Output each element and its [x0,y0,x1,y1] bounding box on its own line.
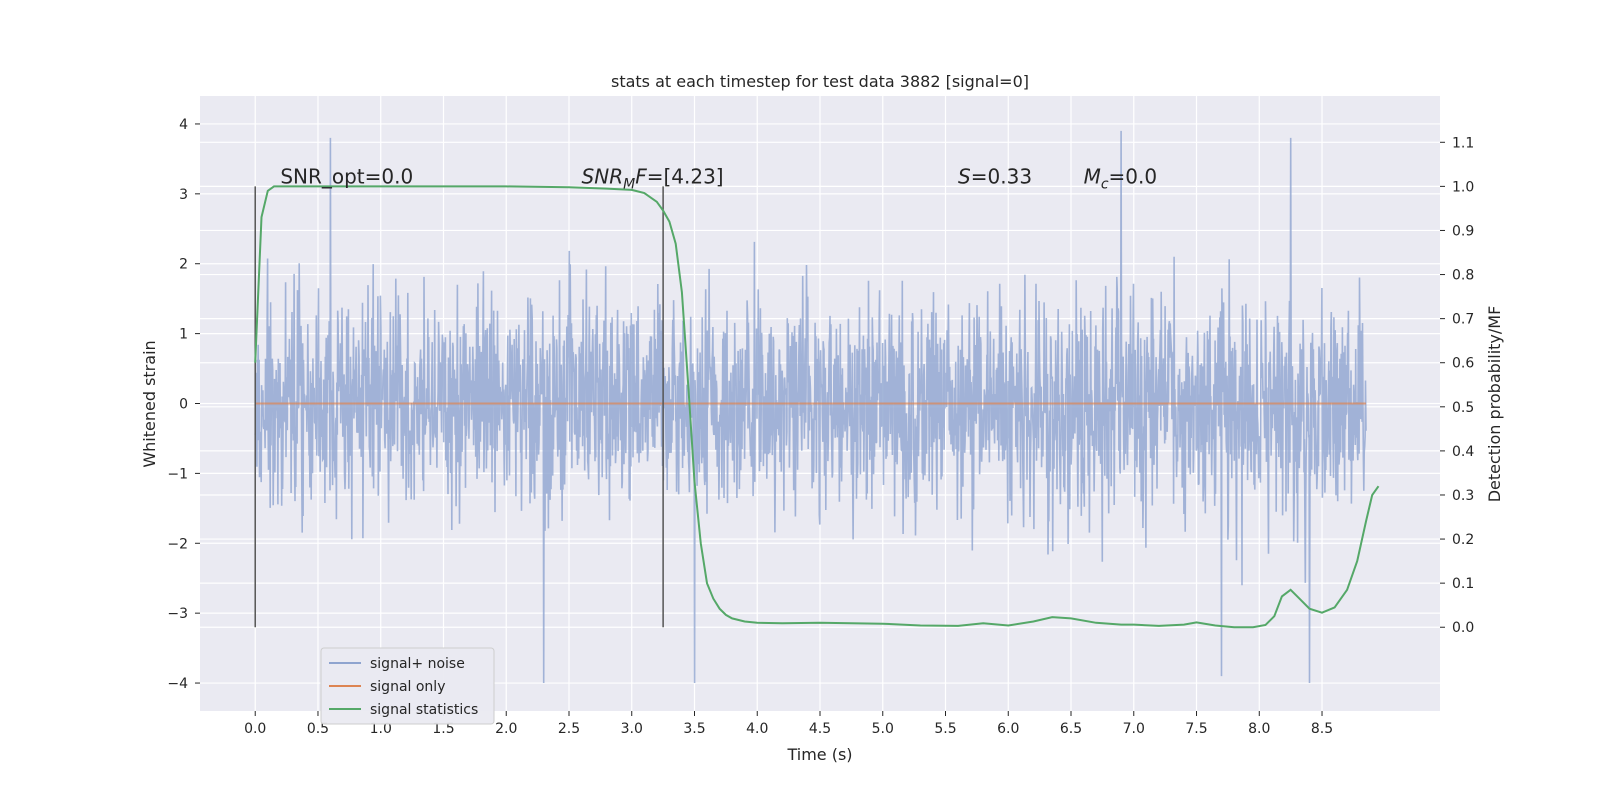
y2-tick-label: 1.1 [1452,135,1474,151]
y2-tick-label: 0.3 [1452,488,1474,504]
x-tick-label: 4.0 [746,721,768,737]
y2-tick-label: 0.8 [1452,268,1474,284]
y-tick-label: 3 [179,187,188,203]
annotation-text: SNRMF=[4.23] [582,164,724,192]
series-signal-statistics-line [254,185,1380,629]
x-tick-label: 1.0 [370,721,392,737]
y2-tick-label: 0.0 [1452,620,1474,636]
x-tick-label: 2.5 [558,721,580,737]
x-tick-label: 3.5 [683,721,705,737]
y2-tick-label: 0.2 [1452,532,1474,548]
y2-tick-label: 0.7 [1452,312,1474,328]
y-axis-label: Whitened strain [140,340,159,467]
x-tick-label: 7.0 [1123,721,1145,737]
legend-entry-signal-only: signal only [370,679,445,695]
x-tick-label: 8.0 [1248,721,1270,737]
y2-tick-label: 1.0 [1452,179,1474,195]
y2-tick-label: 0.6 [1452,356,1474,372]
x-tick-label: 6.0 [997,721,1019,737]
x-tick-label: 7.5 [1185,721,1207,737]
x-tick-label: 0.5 [307,721,329,737]
x-tick-label: 5.0 [872,721,894,737]
x-tick-label: 5.5 [934,721,956,737]
x-tick-label: 2.0 [495,721,517,737]
y2-tick-label: 0.9 [1452,223,1474,239]
y2-tick-label: 0.1 [1452,576,1474,592]
annotation-text: SNR_opt=0.0 [280,164,413,188]
annotation-text: Mc=0.0 [1084,164,1158,192]
y2-tick-label: 0.5 [1452,400,1474,416]
x-tick-label: 6.5 [1060,721,1082,737]
y2-tick-label: 0.4 [1452,444,1474,460]
ticks: 0.0 0.5 1.0 1.5 2.0 2.5 3.0 3.5 4.0 4.5 5.0 5.5 6.0 6… [167,117,1474,737]
y-tick-label: −4 [167,676,188,692]
x-tick-label: 3.0 [621,721,643,737]
annotations: SNR_opt=0.0 SNRMF=[4.23] S=0.33 Mc=0.0 [280,164,1157,192]
y-tick-label: 1 [179,327,188,343]
series-signal-noise-line [254,130,1367,684]
y-tick-label: 4 [179,117,188,133]
y-tick-label: 2 [179,257,188,273]
x-tick-label: 0.0 [244,721,266,737]
legend-entry-signal-noise: signal+ noise [370,656,465,672]
x-axis-label: Time (s) [786,745,852,764]
x-tick-label: 8.5 [1311,721,1333,737]
y-tick-label: −3 [167,606,188,622]
noise-series [254,130,1367,684]
y-tick-label: −2 [167,536,188,552]
y-tick-label: 0 [179,397,188,413]
line-series [254,185,1380,629]
legend-box [320,647,495,725]
x-tick-label: 4.5 [809,721,831,737]
x-tick-label: 1.5 [432,721,454,737]
y2-axis-label: Detection probability/MF [1485,306,1504,503]
y-tick-label: −1 [167,466,188,482]
chart-title: stats at each timestep for test data 388… [611,72,1029,91]
legend-entry-signal-statistics: signal statistics [370,702,478,718]
legend: signal+ noise signal only signal statist… [320,647,495,725]
annotation-text: S=0.33 [958,164,1032,188]
